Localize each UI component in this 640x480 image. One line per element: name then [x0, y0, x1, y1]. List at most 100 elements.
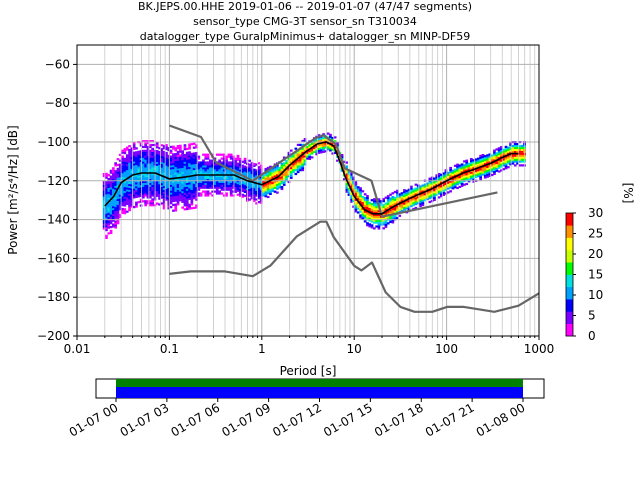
- ppsd-density-cell: [296, 159, 300, 162]
- ppsd-density-cell: [118, 198, 122, 201]
- ppsd-density-cell: [504, 161, 508, 164]
- ppsd-density-cell: [197, 169, 201, 172]
- ppsd-density-cell: [389, 216, 392, 220]
- ppsd-density-cell: [287, 151, 291, 154]
- ppsd-density-cell: [255, 184, 258, 187]
- ppsd-density-cell: [396, 211, 399, 214]
- ppsd-density-cell: [386, 202, 390, 206]
- ppsd-density-cell: [437, 182, 441, 185]
- ppsd-density-cell: [144, 182, 147, 185]
- ppsd-density-cell: [144, 194, 147, 197]
- ppsd-density-cell: [146, 190, 150, 193]
- ppsd-density-cell: [192, 166, 196, 169]
- ppsd-density-cell: [359, 195, 362, 198]
- ppsd-density-cell: [410, 195, 413, 198]
- ppsd-density-cell: [185, 194, 189, 197]
- ppsd-density-cell: [500, 165, 503, 168]
- ppsd-density-cell: [315, 145, 318, 148]
- ppsd-density-cell: [167, 193, 171, 196]
- ppsd-density-cell: [213, 186, 217, 189]
- ppsd-density-cell: [199, 175, 203, 178]
- ppsd-density-cell: [102, 204, 106, 207]
- ppsd-density-cell: [382, 219, 385, 222]
- ppsd-density-cell: [421, 200, 425, 203]
- ppsd-density-cell: [185, 180, 189, 183]
- ppsd-density-cell: [135, 153, 138, 156]
- ppsd-density-cell: [206, 161, 210, 164]
- ppsd-density-cell: [215, 153, 219, 156]
- ppsd-density-cell: [107, 211, 111, 214]
- ppsd-density-cell: [181, 173, 184, 176]
- ppsd-density-cell: [502, 154, 506, 157]
- ppsd-density-cell: [206, 153, 210, 156]
- ppsd-density-cell: [308, 152, 311, 155]
- ppsd-density-cell: [377, 198, 381, 201]
- ppsd-density-cell: [183, 196, 187, 199]
- ppsd-density-cell: [446, 181, 450, 184]
- ppsd-density-cell: [160, 171, 164, 174]
- ppsd-density-cell: [107, 232, 111, 235]
- ppsd-density-cell: [382, 203, 385, 207]
- ppsd-density-cell: [504, 147, 508, 150]
- colorbar-segment: [566, 262, 573, 275]
- ppsd-density-cell: [160, 167, 164, 170]
- ppsd-density-cell: [135, 157, 138, 160]
- ppsd-density-cell: [322, 142, 325, 146]
- ppsd-density-cell: [137, 193, 141, 196]
- ppsd-density-cell: [352, 190, 355, 193]
- ppsd-density-cell: [118, 194, 122, 197]
- colorbar-segment: [566, 299, 573, 312]
- ppsd-density-cell: [162, 145, 166, 148]
- ppsd-density-cell: [239, 190, 242, 193]
- ppsd-density-cell: [137, 150, 141, 153]
- ppsd-density-cell: [105, 180, 108, 183]
- ppsd-density-cell: [356, 203, 360, 206]
- ppsd-density-cell: [352, 186, 355, 189]
- ppsd-density-cell: [123, 196, 127, 199]
- ppsd-density-cell: [257, 168, 261, 171]
- ppsd-density-cell: [172, 147, 175, 150]
- ppsd-density-cell: [403, 192, 406, 196]
- ppsd-density-cell: [146, 186, 150, 189]
- ppsd-density-cell: [222, 186, 226, 189]
- ppsd-density-cell: [125, 166, 129, 169]
- ppsd-density-cell: [206, 186, 210, 189]
- ppsd-density-cell: [181, 167, 184, 170]
- ppsd-density-cell: [130, 182, 134, 185]
- ppsd-density-cell: [241, 166, 245, 169]
- ppsd-density-cell: [144, 155, 147, 158]
- ppsd-density-cell: [151, 140, 154, 143]
- colorbar-label: [%]: [621, 183, 635, 204]
- ppsd-density-cell: [449, 176, 452, 179]
- ppsd-density-cell: [149, 202, 152, 205]
- ppsd-density-cell: [102, 188, 106, 191]
- ppsd-density-cell: [423, 195, 427, 198]
- ppsd-density-cell: [428, 177, 432, 180]
- ppsd-density-cell: [225, 165, 228, 168]
- ppsd-density-cell: [209, 180, 212, 183]
- ppsd-density-cell: [116, 200, 120, 203]
- ppsd-density-cell: [215, 175, 219, 178]
- ppsd-density-cell: [255, 186, 258, 189]
- ppsd-density-cell: [181, 160, 184, 163]
- ppsd-density-cell: [155, 154, 159, 157]
- ppsd-density-cell: [299, 167, 302, 170]
- ppsd-density-cell: [135, 170, 138, 173]
- ppsd-density-cell: [474, 164, 478, 167]
- ppsd-density-cell: [162, 197, 166, 200]
- ppsd-density-cell: [144, 143, 147, 147]
- ppsd-density-cell: [433, 194, 436, 198]
- ppsd-density-cell: [285, 177, 288, 180]
- ppsd-density-cell: [294, 147, 298, 150]
- ppsd-density-cell: [407, 202, 411, 205]
- ppsd-density-cell: [352, 205, 355, 208]
- ppsd-density-cell: [234, 188, 238, 191]
- ppsd-density-cell: [315, 151, 318, 154]
- ppsd-density-cell: [114, 174, 117, 177]
- ppsd-density-cell: [266, 166, 270, 169]
- ppsd-density-cell: [449, 172, 452, 175]
- ppsd-density-cell: [296, 161, 300, 164]
- ppsd-density-cell: [518, 152, 522, 155]
- ppsd-density-cell: [123, 148, 127, 151]
- ppsd-density-cell: [160, 188, 164, 191]
